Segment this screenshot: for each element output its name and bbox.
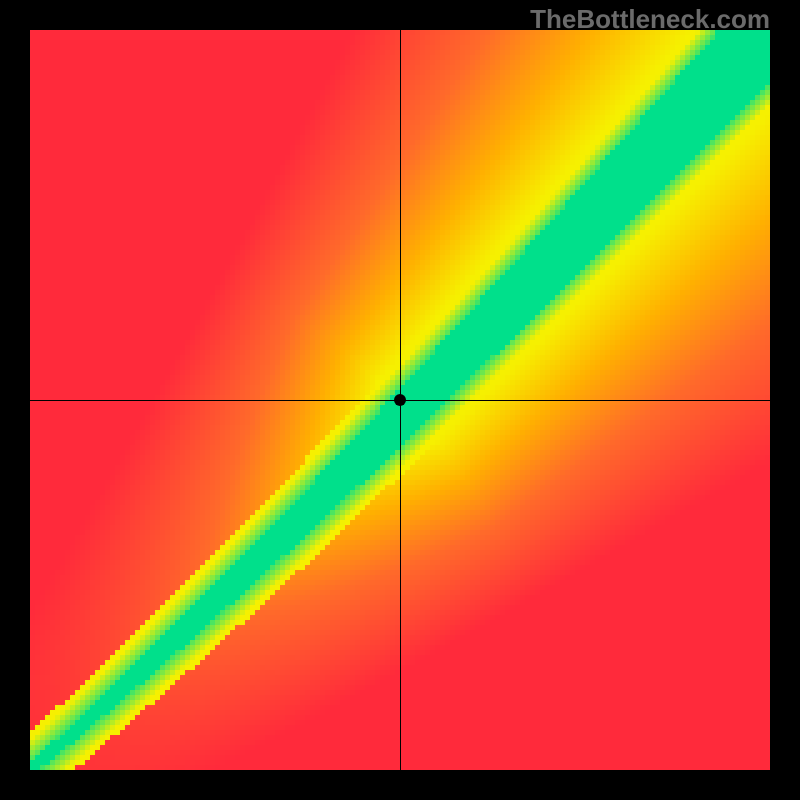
chart-container: { "watermark": { "text": "TheBottleneck.… — [0, 0, 800, 800]
crosshair-overlay — [30, 30, 770, 770]
